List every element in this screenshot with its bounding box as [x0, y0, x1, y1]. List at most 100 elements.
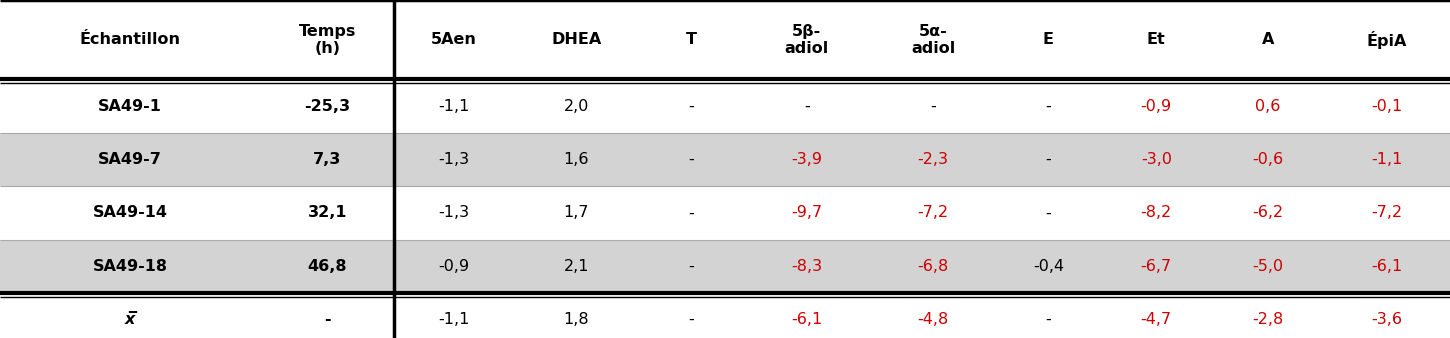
Text: -6,1: -6,1	[1372, 259, 1402, 274]
Text: -3,9: -3,9	[792, 152, 822, 167]
Text: -: -	[1045, 206, 1051, 220]
Bar	[870, 0, 996, 79]
Bar	[870, 133, 996, 186]
Bar	[1324, 79, 1450, 133]
Text: -: -	[1045, 152, 1051, 167]
Bar	[870, 79, 996, 133]
Bar	[639, 293, 744, 338]
Bar	[0, 79, 260, 133]
Text: -3,6: -3,6	[1372, 312, 1402, 327]
Bar	[996, 293, 1101, 338]
Bar	[1101, 0, 1212, 79]
Text: x̅: x̅	[125, 312, 135, 327]
Bar	[260, 240, 394, 293]
Text: -0,9: -0,9	[1141, 99, 1172, 114]
Text: -: -	[689, 259, 695, 274]
Text: E: E	[1043, 32, 1054, 47]
Text: SA49-14: SA49-14	[93, 206, 168, 220]
Bar	[260, 79, 394, 133]
Text: -1,1: -1,1	[438, 312, 470, 327]
Text: -6,8: -6,8	[918, 259, 948, 274]
Text: A: A	[1262, 32, 1275, 47]
Bar	[744, 293, 870, 338]
Text: -2,3: -2,3	[918, 152, 948, 167]
Bar	[394, 293, 513, 338]
Text: -: -	[931, 99, 937, 114]
Text: -: -	[1045, 99, 1051, 114]
Text: 2,1: 2,1	[564, 259, 589, 274]
Bar	[394, 186, 513, 240]
Text: -8,3: -8,3	[792, 259, 822, 274]
Bar	[1101, 293, 1212, 338]
Bar	[870, 186, 996, 240]
Text: SA49-1: SA49-1	[99, 99, 162, 114]
Bar	[1324, 240, 1450, 293]
Text: -0,6: -0,6	[1253, 152, 1283, 167]
Text: -: -	[803, 99, 809, 114]
Text: -0,4: -0,4	[1032, 259, 1064, 274]
Bar	[513, 293, 639, 338]
Bar	[513, 186, 639, 240]
Bar	[260, 293, 394, 338]
Text: -: -	[689, 206, 695, 220]
Bar	[394, 79, 513, 133]
Bar	[744, 240, 870, 293]
Text: -6,1: -6,1	[792, 312, 822, 327]
Text: -1,1: -1,1	[1372, 152, 1402, 167]
Bar	[1212, 293, 1324, 338]
Text: SA49-7: SA49-7	[99, 152, 162, 167]
Text: -: -	[689, 312, 695, 327]
Bar	[996, 240, 1101, 293]
Text: -25,3: -25,3	[304, 99, 351, 114]
Bar	[639, 133, 744, 186]
Bar	[1324, 0, 1450, 79]
Bar	[744, 79, 870, 133]
Text: ÉpiA: ÉpiA	[1366, 31, 1406, 49]
Bar	[513, 133, 639, 186]
Bar	[260, 133, 394, 186]
Bar	[513, 240, 639, 293]
Bar	[394, 0, 513, 79]
Text: Et: Et	[1147, 32, 1166, 47]
Text: 1,7: 1,7	[564, 206, 589, 220]
Bar	[639, 79, 744, 133]
Bar	[1324, 293, 1450, 338]
Bar	[744, 133, 870, 186]
Bar	[0, 293, 260, 338]
Bar	[1324, 186, 1450, 240]
Bar	[1212, 240, 1324, 293]
Bar	[996, 79, 1101, 133]
Text: 0,6: 0,6	[1256, 99, 1280, 114]
Bar	[639, 186, 744, 240]
Text: 32,1: 32,1	[307, 206, 347, 220]
Text: -7,2: -7,2	[918, 206, 948, 220]
Text: DHEA: DHEA	[551, 32, 602, 47]
Text: 2,0: 2,0	[564, 99, 589, 114]
Bar	[0, 0, 260, 79]
Bar	[744, 0, 870, 79]
Text: -8,2: -8,2	[1141, 206, 1172, 220]
Text: -9,7: -9,7	[792, 206, 822, 220]
Bar	[0, 240, 260, 293]
Text: -3,0: -3,0	[1141, 152, 1172, 167]
Text: -6,2: -6,2	[1253, 206, 1283, 220]
Text: -0,1: -0,1	[1372, 99, 1402, 114]
Text: 46,8: 46,8	[307, 259, 347, 274]
Text: -1,1: -1,1	[438, 99, 470, 114]
Text: -: -	[1045, 312, 1051, 327]
Text: 5Aen: 5Aen	[431, 32, 477, 47]
Bar	[1101, 79, 1212, 133]
Bar	[996, 133, 1101, 186]
Text: -7,2: -7,2	[1372, 206, 1402, 220]
Bar	[996, 0, 1101, 79]
Text: -6,7: -6,7	[1141, 259, 1172, 274]
Text: -: -	[689, 99, 695, 114]
Bar	[260, 0, 394, 79]
Bar	[0, 133, 260, 186]
Text: T: T	[686, 32, 697, 47]
Bar	[996, 186, 1101, 240]
Bar	[639, 0, 744, 79]
Text: -4,8: -4,8	[918, 312, 948, 327]
Bar	[1212, 186, 1324, 240]
Text: -4,7: -4,7	[1141, 312, 1172, 327]
